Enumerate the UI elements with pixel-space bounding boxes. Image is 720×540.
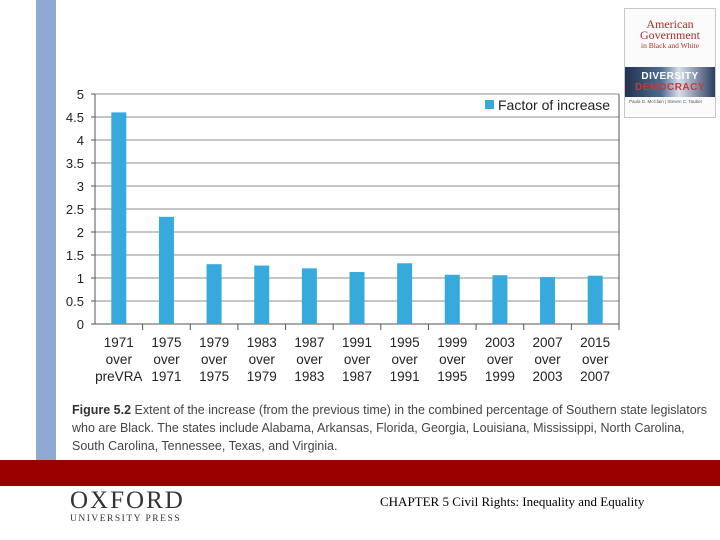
book-title-line-3: in Black and White bbox=[641, 41, 699, 50]
x-tick-label: 2003 bbox=[485, 335, 515, 350]
book-title: American Government in Black and White bbox=[625, 17, 715, 50]
chart-gridlines bbox=[95, 93, 619, 302]
y-tick-label: 4.5 bbox=[66, 110, 84, 125]
bar bbox=[111, 112, 127, 325]
x-tick-label: 1999 bbox=[485, 369, 515, 384]
x-tick-label: 1995 bbox=[437, 369, 467, 384]
chart-bars bbox=[111, 112, 603, 325]
legend-swatch bbox=[485, 100, 494, 109]
x-tick-label: 1987 bbox=[342, 369, 372, 384]
x-tick-label: over bbox=[106, 352, 133, 367]
figure-caption: Figure 5.2 Extent of the increase (from … bbox=[72, 401, 712, 455]
x-tick-label: over bbox=[201, 352, 228, 367]
figure-label: Figure 5.2 bbox=[72, 403, 132, 417]
book-cover-image: American Government in Black and White D… bbox=[624, 8, 716, 118]
x-tick-label: over bbox=[249, 352, 276, 367]
x-tick-label: over bbox=[153, 352, 180, 367]
book-authors: Paula D. McClain | Steven C. Tauber bbox=[629, 99, 703, 104]
x-axis-tick-labels: 1971 over preVRA 1975 over 1971 1979 over 1975 19… bbox=[95, 335, 610, 384]
y-tick-label: 3.5 bbox=[66, 156, 84, 171]
y-tick-label: 2.5 bbox=[66, 202, 84, 217]
x-tick-label: over bbox=[582, 352, 609, 367]
bar bbox=[206, 264, 222, 324]
x-tick-label: 1979 bbox=[199, 335, 229, 350]
x-tick-label: over bbox=[534, 352, 561, 367]
x-tick-label: 2003 bbox=[533, 369, 563, 384]
bar bbox=[158, 216, 174, 324]
x-tick-label: 2015 bbox=[580, 335, 610, 350]
x-tick-label: 1991 bbox=[342, 335, 372, 350]
book-subtitle: DIVERSITY DEMOCRACY bbox=[625, 71, 715, 93]
footer-area bbox=[0, 486, 720, 540]
y-tick-label: 1 bbox=[77, 271, 84, 286]
x-tick-label: 1999 bbox=[437, 335, 467, 350]
bar bbox=[397, 263, 413, 324]
book-title-line-2: Government bbox=[640, 28, 700, 42]
book-cover-band bbox=[625, 67, 715, 97]
x-tick-label: 1983 bbox=[247, 335, 277, 350]
x-tick-label: over bbox=[487, 352, 514, 367]
book-subtitle-line-1: DIVERSITY bbox=[641, 71, 699, 82]
y-axis-tick-labels: 0 0.5 1 1.5 2 2.5 3 3.5 4 4.5 5 bbox=[66, 87, 84, 332]
y-tick-label: 5 bbox=[77, 87, 84, 102]
bar bbox=[587, 275, 603, 324]
bar bbox=[349, 272, 365, 324]
bar bbox=[540, 277, 556, 324]
y-tick-label: 2 bbox=[77, 225, 84, 240]
x-tick-label: 2007 bbox=[533, 335, 563, 350]
x-tick-label: over bbox=[296, 352, 323, 367]
y-tick-label: 3 bbox=[77, 179, 84, 194]
x-tick-label: 1971 bbox=[104, 335, 134, 350]
x-tick-label: over bbox=[344, 352, 371, 367]
left-accent-band bbox=[36, 0, 56, 460]
chapter-title: CHAPTER 5 Civil Rights: Inequality and E… bbox=[380, 494, 645, 509]
footer-bar bbox=[0, 460, 720, 486]
x-tick-label: 1975 bbox=[151, 335, 181, 350]
x-tick-label: over bbox=[392, 352, 419, 367]
x-tick-label: 2007 bbox=[580, 369, 610, 384]
x-tick-label: 1971 bbox=[151, 369, 181, 384]
y-tick-label: 1.5 bbox=[66, 248, 84, 263]
x-tick-label: 1979 bbox=[247, 369, 277, 384]
x-tick-label: 1975 bbox=[199, 369, 229, 384]
y-tick-label: 4 bbox=[77, 133, 84, 148]
bar bbox=[301, 268, 317, 324]
bar bbox=[254, 265, 270, 324]
legend-label: Factor of increase bbox=[498, 97, 610, 113]
chart-legend: Factor of increase bbox=[485, 97, 610, 113]
x-tick-label: 1991 bbox=[390, 369, 420, 384]
y-tick-label: 0 bbox=[77, 317, 84, 332]
book-title-line-1: American bbox=[646, 17, 694, 31]
oxford-logo-sub: UNIVERSITY PRESS bbox=[70, 514, 182, 524]
oxford-logo-main: OXFORD bbox=[70, 487, 185, 514]
bar bbox=[444, 274, 460, 324]
x-tick-label: 1987 bbox=[294, 335, 324, 350]
x-tick-label: preVRA bbox=[95, 369, 142, 384]
oxford-logo: OXFORD UNIVERSITY PRESS bbox=[70, 488, 185, 525]
bar bbox=[492, 275, 508, 324]
x-tick-label: 1983 bbox=[294, 369, 324, 384]
y-tick-label: 0.5 bbox=[66, 294, 84, 309]
bar-chart: 0 0.5 1 1.5 2 2.5 3 3.5 4 4.5 5 1971 over preVRA 1975… bbox=[66, 87, 620, 384]
x-tick-label: 1995 bbox=[390, 335, 420, 350]
figure-caption-text: Extent of the increase (from the previou… bbox=[72, 403, 708, 453]
book-subtitle-line-2: DEMOCRACY bbox=[634, 82, 706, 93]
x-tick-label: over bbox=[439, 352, 466, 367]
